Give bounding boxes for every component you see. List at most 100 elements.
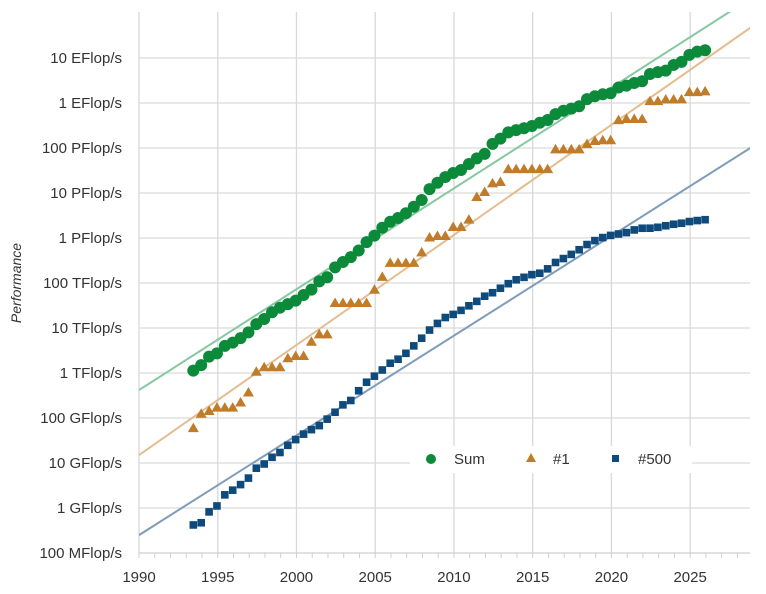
top500-point — [598, 233, 607, 242]
top1-point — [195, 408, 207, 418]
sum-point — [210, 347, 223, 360]
top500-point — [205, 508, 213, 516]
sum-point — [636, 75, 649, 88]
top500-point — [221, 491, 229, 499]
top500-point — [228, 486, 237, 494]
trend-line-1 — [139, 26, 750, 456]
top1-point — [455, 221, 467, 231]
top500-point — [354, 386, 363, 395]
top500-point — [606, 231, 615, 240]
x-tick-label: 2005 — [359, 569, 392, 586]
top500-point — [370, 372, 379, 380]
top500-point — [472, 297, 481, 306]
top1-point — [526, 163, 538, 174]
top500-point — [512, 275, 520, 284]
top1-point — [502, 163, 514, 174]
top1-point — [298, 350, 310, 361]
top1-point — [447, 221, 459, 231]
top1-point — [557, 143, 569, 154]
x-tick-label: 2000 — [280, 569, 313, 586]
top500-point — [441, 313, 450, 322]
top500-point — [331, 408, 339, 417]
top500-point — [535, 269, 544, 278]
top500-point — [465, 302, 473, 310]
top500-point — [449, 310, 457, 319]
top1-point — [400, 257, 412, 267]
top1-point — [376, 271, 388, 281]
sum-point — [399, 207, 412, 220]
top1-point — [652, 95, 664, 106]
legend-top1-label: #1 — [553, 451, 570, 468]
x-tick-label: 2020 — [595, 569, 628, 586]
top500-point — [480, 292, 489, 300]
x-tick-label: 2015 — [516, 569, 549, 586]
top1-point — [219, 402, 231, 412]
top1-point — [235, 397, 247, 407]
top1-point — [392, 257, 404, 267]
trend-line-2 — [139, 146, 750, 536]
top500-point — [213, 502, 221, 510]
top500-point — [528, 270, 536, 279]
top500-point — [669, 220, 678, 229]
y-tick-label: 10 PFlop/s — [50, 185, 122, 202]
top500-point — [488, 288, 497, 297]
top500-point — [433, 319, 442, 328]
top1-point — [510, 163, 522, 174]
sum-point — [573, 100, 586, 113]
top500-point — [646, 224, 654, 233]
top500-point — [323, 415, 331, 423]
trend-line-0 — [139, 12, 732, 391]
top500-point — [268, 453, 276, 462]
top1-point — [597, 134, 609, 145]
top1-point — [479, 186, 491, 197]
top500-point — [693, 216, 702, 225]
y-tick-label: 100 MFlop/s — [39, 545, 122, 562]
grid — [138, 12, 750, 553]
y-tick-label: 10 GFlop/s — [49, 455, 122, 472]
top1-point — [274, 361, 286, 372]
top500-point — [307, 425, 316, 434]
top1-point — [699, 85, 711, 96]
top1-point — [675, 93, 687, 104]
top500-point — [567, 250, 576, 259]
top500-point — [386, 359, 394, 368]
top1-point — [384, 257, 396, 267]
top500-point — [638, 224, 646, 233]
x-tick-label: 1990 — [122, 569, 155, 586]
top1-point — [266, 361, 278, 372]
sum-point — [258, 312, 271, 325]
top1-point — [550, 143, 562, 154]
top500-point — [496, 284, 505, 293]
top1-point — [471, 191, 483, 201]
top1-point — [439, 230, 451, 241]
y-tick-label: 1 GFlop/s — [57, 500, 122, 517]
top500-point — [551, 258, 560, 267]
y-tick-label: 1 EFlop/s — [59, 95, 122, 112]
top1-point — [589, 135, 601, 145]
axes: 100 MFlop/s 1 GFlop/s 10 GFlop/s 100 GFlop/… — [39, 50, 750, 586]
top500-point — [244, 474, 253, 482]
top1-point — [290, 350, 302, 361]
legend-sum-marker — [426, 454, 436, 464]
sum-point — [344, 251, 357, 264]
top1-point — [660, 94, 672, 104]
top1-point — [424, 231, 436, 242]
top500-point — [291, 435, 300, 444]
top500-point — [457, 306, 465, 315]
top500-point — [236, 480, 245, 489]
top1-point — [573, 143, 585, 154]
sum-point — [242, 326, 255, 339]
top1-point — [605, 134, 617, 145]
top500-point — [543, 265, 552, 273]
top500-point — [197, 518, 206, 527]
y-tick-label: 100 PFlop/s — [42, 140, 122, 157]
top1-point — [408, 257, 420, 267]
top1-point — [581, 138, 593, 149]
top500-point — [654, 223, 662, 232]
top1-point — [463, 214, 475, 224]
top500-point — [701, 215, 709, 224]
sum-point — [195, 359, 208, 372]
top1-point — [487, 177, 499, 188]
data-points — [187, 44, 712, 529]
